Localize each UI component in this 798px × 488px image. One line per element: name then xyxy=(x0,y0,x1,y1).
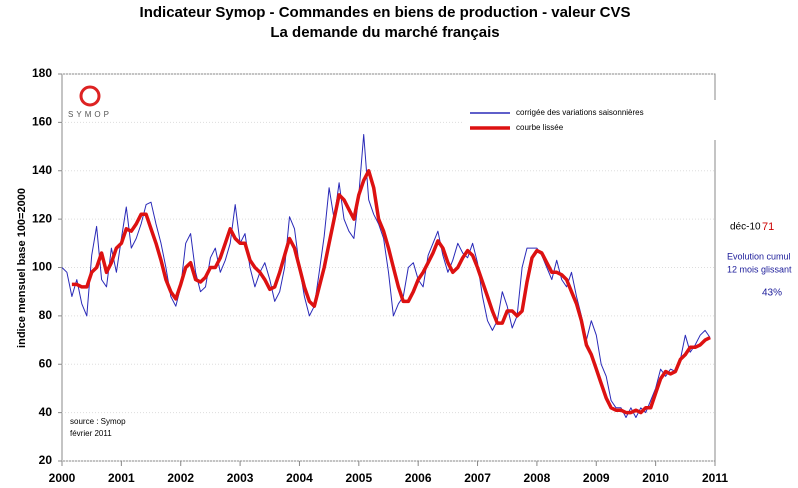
source-note: février 2011 xyxy=(70,429,112,438)
x-tick-label: 2010 xyxy=(642,471,669,485)
x-tick-label: 2007 xyxy=(464,471,491,485)
source-note: source : Symop xyxy=(70,417,126,426)
chart-title: Indicateur Symop - Commandes en biens de… xyxy=(140,4,631,21)
x-tick-label: 2005 xyxy=(345,471,372,485)
x-tick-label: 2009 xyxy=(583,471,610,485)
x-tick-label: 2011 xyxy=(702,471,728,485)
y-tick-label: 140 xyxy=(32,163,52,177)
annotation: Evolution cumul xyxy=(727,251,791,261)
y-tick-label: 100 xyxy=(32,260,52,274)
y-axis-label: indice mensuel base 100=2000 xyxy=(16,188,28,348)
y-tick-label: 180 xyxy=(32,66,52,80)
data-line xyxy=(71,169,711,415)
y-tick-label: 160 xyxy=(32,115,52,129)
annotation: 12 mois glissant xyxy=(727,264,792,274)
legend-box xyxy=(462,100,718,140)
x-tick-label: 2003 xyxy=(227,471,254,485)
x-tick-label: 2008 xyxy=(524,471,551,485)
y-tick-label: 40 xyxy=(39,405,53,419)
x-tick-label: 2000 xyxy=(49,471,76,485)
legend-label: courbe lissée xyxy=(516,123,564,132)
x-tick-label: 2001 xyxy=(108,471,135,485)
chart-subtitle: La demande du marché français xyxy=(270,24,499,41)
data-line xyxy=(61,134,711,418)
y-tick-label: 60 xyxy=(39,356,53,370)
y-tick-label: 80 xyxy=(39,308,53,322)
y-tick-label: 120 xyxy=(32,211,52,225)
x-tick-label: 2004 xyxy=(286,471,313,485)
logo-icon xyxy=(79,85,101,107)
y-tick-label: 20 xyxy=(39,453,53,467)
legend-label: corrigée des variations saisonnières xyxy=(516,108,644,117)
annotation: 43% xyxy=(762,288,782,299)
x-tick-label: 2002 xyxy=(167,471,194,485)
x-tick-label: 2006 xyxy=(405,471,432,485)
annotation: 71 xyxy=(762,221,774,233)
annotation: déc-10 xyxy=(730,222,761,233)
logo-text: SYMOP xyxy=(68,110,112,119)
